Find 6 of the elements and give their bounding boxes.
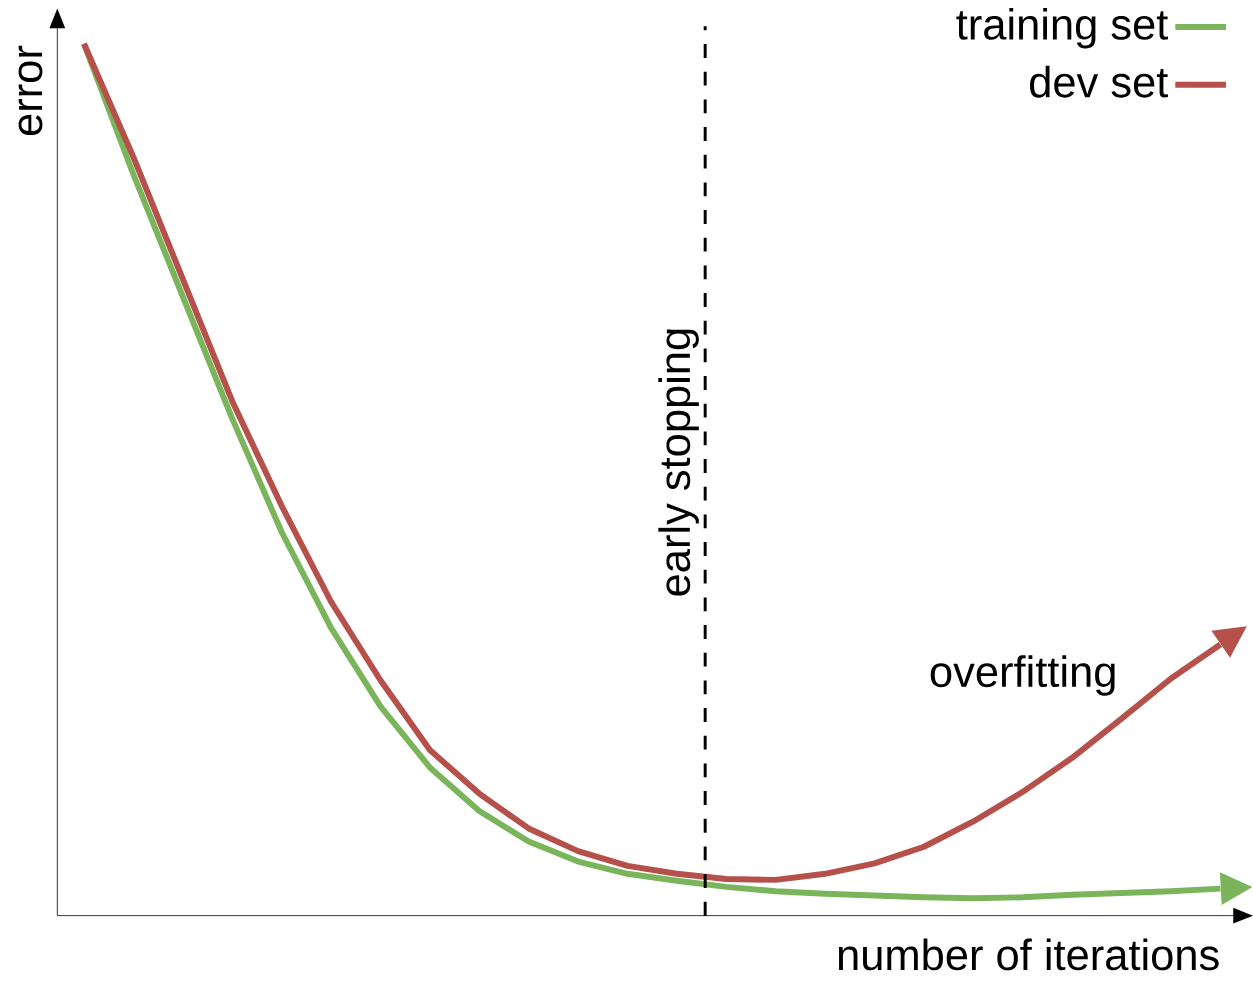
legend-label: dev set [1030, 65, 1169, 98]
annotation: early stopping [658, 329, 699, 596]
x-axis-title: number of iterations [838, 938, 1219, 971]
y-axis-title: error [18, 45, 43, 136]
legend-label: training set [956, 7, 1169, 49]
annotation: overfitting [930, 655, 1115, 696]
